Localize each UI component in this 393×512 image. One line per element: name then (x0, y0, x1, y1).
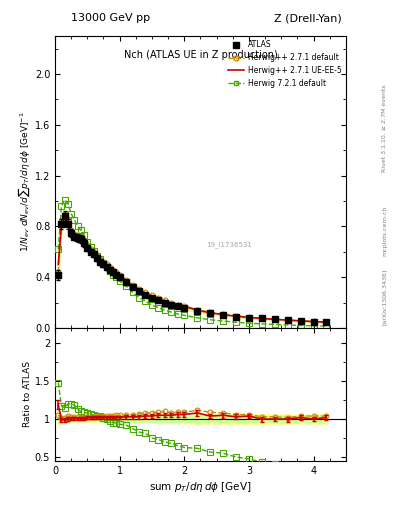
Text: [arXiv:1306.3436]: [arXiv:1306.3436] (382, 269, 387, 325)
Text: 19_I1736531: 19_I1736531 (206, 241, 252, 248)
Y-axis label: Ratio to ATLAS: Ratio to ATLAS (23, 361, 32, 428)
Legend: ATLAS, Herwig++ 2.7.1 default, Herwig++ 2.7.1 UE-EE-5, Herwig 7.2.1 default: ATLAS, Herwig++ 2.7.1 default, Herwig++ … (225, 37, 344, 91)
Y-axis label: $1/N_{ev}\ dN_{ev}/d\sum p_T/d\eta\,d\phi\ [\mathrm{GeV}]^{-1}$: $1/N_{ev}\ dN_{ev}/d\sum p_T/d\eta\,d\ph… (17, 112, 32, 252)
Text: Z (Drell-Yan): Z (Drell-Yan) (274, 13, 342, 23)
Text: Nch (ATLAS UE in Z production): Nch (ATLAS UE in Z production) (123, 51, 277, 60)
X-axis label: sum $p_T/d\eta\,d\phi$ [GeV]: sum $p_T/d\eta\,d\phi$ [GeV] (149, 480, 252, 494)
Text: mcplots.cern.ch: mcplots.cern.ch (382, 205, 387, 255)
Text: 13000 GeV pp: 13000 GeV pp (71, 13, 150, 23)
Text: Rivet 3.1.10, ≥ 2.7M events: Rivet 3.1.10, ≥ 2.7M events (382, 84, 387, 172)
